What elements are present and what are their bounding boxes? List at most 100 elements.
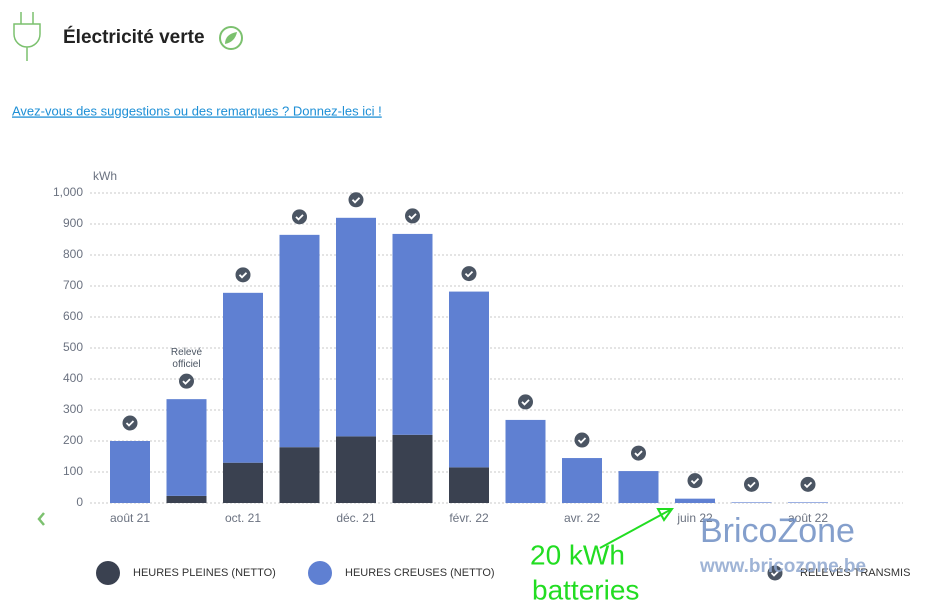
reading-marker bbox=[687, 473, 703, 489]
y-tick-label: 700 bbox=[63, 278, 83, 292]
marker-check bbox=[770, 570, 780, 577]
reading-marker bbox=[631, 445, 646, 461]
x-tick-label: févr. 22 bbox=[449, 511, 489, 525]
annotation: officiel bbox=[172, 359, 200, 370]
marker-circle bbox=[292, 209, 307, 225]
marker-check bbox=[295, 214, 304, 221]
marker-circle bbox=[767, 565, 783, 581]
marker-check bbox=[351, 197, 361, 204]
y-tick-label: 1,000 bbox=[53, 185, 83, 199]
marker-check bbox=[182, 378, 191, 385]
marker-circle bbox=[179, 373, 194, 389]
bar-segment bbox=[505, 419, 546, 503]
leaf-icon bbox=[219, 26, 243, 50]
y-tick-label: 200 bbox=[63, 433, 83, 447]
y-tick-label: 800 bbox=[63, 247, 83, 261]
marker-circle bbox=[687, 473, 703, 489]
reading-marker bbox=[348, 192, 364, 208]
bar-segment bbox=[788, 502, 828, 503]
reading-marker bbox=[461, 266, 477, 282]
note-arrow bbox=[599, 509, 671, 549]
marker-circle bbox=[518, 394, 533, 410]
watermark: www.bricozone.be bbox=[699, 556, 866, 577]
note-arrowhead bbox=[656, 508, 674, 522]
plug-icon bbox=[13, 12, 41, 61]
reading-marker bbox=[405, 208, 420, 224]
reading-marker bbox=[800, 476, 816, 492]
y-tick-label: 0 bbox=[76, 495, 83, 509]
x-tick-label: août 21 bbox=[110, 511, 150, 525]
page-title: Électricité verte bbox=[63, 26, 205, 48]
note: 20 kWh bbox=[530, 539, 625, 570]
marker-check bbox=[690, 478, 700, 485]
reading-marker bbox=[744, 476, 759, 492]
legend-label: RELEVÉS TRANSMIS bbox=[800, 566, 910, 579]
marker-check bbox=[238, 272, 248, 279]
x-tick-label: août 22 bbox=[788, 511, 828, 525]
reading-marker bbox=[179, 373, 194, 389]
watermark: BricoZone bbox=[700, 512, 855, 550]
marker-circle bbox=[348, 192, 364, 208]
bar-segment bbox=[223, 292, 263, 463]
marker-check bbox=[408, 213, 417, 220]
legend-swatch bbox=[308, 561, 332, 585]
bar-segment bbox=[562, 458, 602, 503]
marker-circle bbox=[122, 415, 138, 431]
bar-segment bbox=[336, 217, 376, 437]
reading-marker bbox=[518, 394, 533, 410]
reading-marker bbox=[767, 565, 783, 581]
marker-check bbox=[125, 420, 135, 427]
y-tick-label: 400 bbox=[63, 371, 83, 385]
marker-check bbox=[634, 450, 643, 457]
annotation: Relevé bbox=[171, 347, 203, 358]
y-tick-label: 100 bbox=[63, 464, 83, 478]
marker-circle bbox=[631, 445, 646, 461]
marker-circle bbox=[574, 432, 590, 448]
x-tick-label: déc. 21 bbox=[336, 511, 376, 525]
note: batteries bbox=[532, 574, 639, 605]
x-tick-label: juin 22 bbox=[676, 511, 713, 525]
legend-label: HEURES PLEINES (NETTO) bbox=[133, 567, 276, 579]
bar-segment bbox=[110, 441, 150, 503]
marker-check bbox=[747, 481, 756, 489]
prev-arrow[interactable] bbox=[37, 512, 45, 526]
bar-segment bbox=[392, 434, 433, 503]
bar-segment bbox=[223, 462, 263, 503]
marker-check bbox=[803, 481, 813, 489]
y-tick-label: 600 bbox=[63, 309, 83, 323]
marker-check bbox=[464, 270, 474, 278]
y-tick-label: 500 bbox=[63, 340, 83, 354]
bar-segment bbox=[336, 436, 376, 503]
bar-segment bbox=[731, 502, 772, 503]
reading-marker bbox=[122, 415, 138, 431]
marker-circle bbox=[461, 266, 477, 282]
x-tick-label: avr. 22 bbox=[564, 511, 600, 525]
legend-label: HEURES CREUSES (NETTO) bbox=[345, 567, 495, 579]
feedback-link[interactable]: Avez-vous des suggestions ou des remarqu… bbox=[12, 103, 382, 118]
legend-swatch bbox=[96, 561, 120, 585]
bar-segment bbox=[166, 495, 207, 503]
bar-segment bbox=[449, 467, 489, 503]
reading-marker bbox=[574, 432, 590, 448]
marker-circle bbox=[405, 208, 420, 224]
bar-segment bbox=[279, 234, 320, 448]
y-tick-label: 300 bbox=[63, 402, 83, 416]
bar-segment bbox=[675, 498, 715, 503]
unit-label: kWh bbox=[93, 169, 117, 183]
x-tick-label: oct. 21 bbox=[225, 511, 261, 525]
marker-circle bbox=[800, 476, 816, 492]
marker-circle bbox=[744, 476, 759, 492]
marker-check bbox=[521, 399, 530, 406]
bar-segment bbox=[449, 291, 489, 468]
bar-segment bbox=[166, 399, 207, 496]
reading-marker bbox=[292, 209, 307, 225]
bar-segment bbox=[618, 471, 659, 503]
marker-circle bbox=[235, 267, 251, 283]
bar-segment bbox=[279, 447, 320, 503]
reading-marker bbox=[235, 267, 251, 283]
marker-check bbox=[577, 437, 587, 444]
y-tick-label: 900 bbox=[63, 216, 83, 230]
bar-segment bbox=[392, 233, 433, 435]
